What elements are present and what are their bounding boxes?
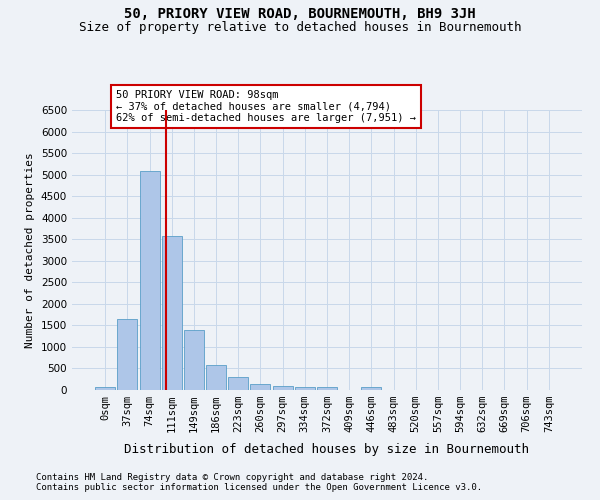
Bar <box>361 387 382 390</box>
Text: 50 PRIORY VIEW ROAD: 98sqm
← 37% of detached houses are smaller (4,794)
62% of s: 50 PRIORY VIEW ROAD: 98sqm ← 37% of deta… <box>116 90 416 123</box>
Bar <box>250 384 271 390</box>
Text: Distribution of detached houses by size in Bournemouth: Distribution of detached houses by size … <box>125 442 530 456</box>
Bar <box>295 386 315 390</box>
Bar <box>95 386 115 390</box>
Text: Contains public sector information licensed under the Open Government Licence v3: Contains public sector information licen… <box>36 482 482 492</box>
Bar <box>228 377 248 390</box>
Text: 50, PRIORY VIEW ROAD, BOURNEMOUTH, BH9 3JH: 50, PRIORY VIEW ROAD, BOURNEMOUTH, BH9 3… <box>124 8 476 22</box>
Bar <box>272 386 293 390</box>
Bar <box>206 364 226 390</box>
Bar <box>140 171 160 390</box>
Bar <box>118 320 137 390</box>
Text: Size of property relative to detached houses in Bournemouth: Size of property relative to detached ho… <box>79 21 521 34</box>
Text: Contains HM Land Registry data © Crown copyright and database right 2024.: Contains HM Land Registry data © Crown c… <box>36 472 428 482</box>
Bar <box>317 387 337 390</box>
Bar <box>184 330 204 390</box>
Bar <box>162 236 182 390</box>
Y-axis label: Number of detached properties: Number of detached properties <box>25 152 35 348</box>
